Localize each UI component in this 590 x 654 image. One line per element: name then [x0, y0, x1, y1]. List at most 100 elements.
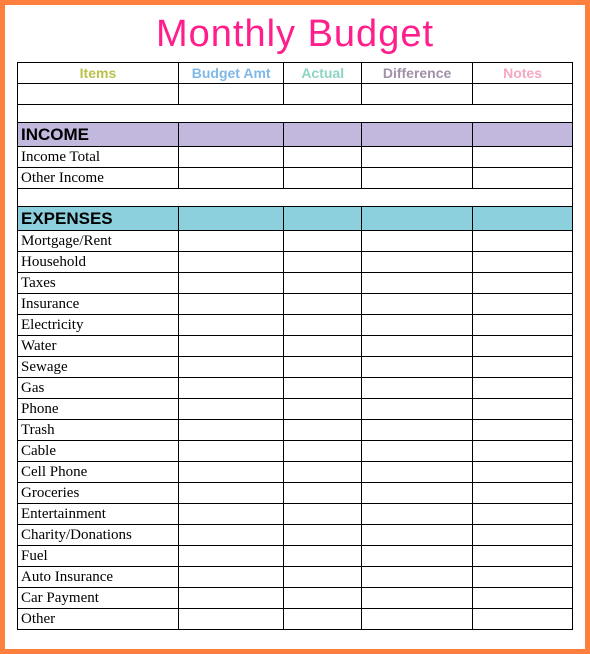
table-row: Auto Insurance — [18, 567, 573, 588]
table-row: Household — [18, 252, 573, 273]
blank-row — [18, 84, 573, 105]
cell — [178, 231, 283, 252]
cell — [284, 525, 362, 546]
table-row: Sewage — [18, 357, 573, 378]
row-label: Entertainment — [18, 504, 179, 525]
cell — [284, 273, 362, 294]
table-row: Fuel — [18, 546, 573, 567]
row-label: Trash — [18, 420, 179, 441]
cell — [473, 441, 573, 462]
cell — [473, 483, 573, 504]
cell — [178, 399, 283, 420]
table-row: Water — [18, 336, 573, 357]
cell — [362, 483, 473, 504]
cell — [473, 273, 573, 294]
row-label: Auto Insurance — [18, 567, 179, 588]
cell — [362, 252, 473, 273]
row-label: Other Income — [18, 168, 179, 189]
cell — [284, 420, 362, 441]
cell — [284, 168, 362, 189]
cell — [473, 588, 573, 609]
table-row: Taxes — [18, 273, 573, 294]
row-label: Cell Phone — [18, 462, 179, 483]
header-budget: Budget Amt — [178, 63, 283, 84]
cell — [362, 294, 473, 315]
spacer-row — [18, 189, 573, 207]
cell — [473, 399, 573, 420]
cell — [178, 147, 283, 168]
cell — [473, 252, 573, 273]
cell — [178, 441, 283, 462]
cell — [473, 420, 573, 441]
table-row: Insurance — [18, 294, 573, 315]
table-row: Cable — [18, 441, 573, 462]
cell — [362, 609, 473, 630]
header-notes: Notes — [473, 63, 573, 84]
cell — [284, 504, 362, 525]
cell — [178, 567, 283, 588]
row-label: Income Total — [18, 147, 179, 168]
cell — [178, 168, 283, 189]
cell — [473, 546, 573, 567]
row-label: Sewage — [18, 357, 179, 378]
cell — [178, 378, 283, 399]
cell — [284, 231, 362, 252]
row-label: Taxes — [18, 273, 179, 294]
cell — [178, 462, 283, 483]
table-row: Cell Phone — [18, 462, 573, 483]
cell — [362, 462, 473, 483]
cell — [284, 483, 362, 504]
cell — [362, 588, 473, 609]
row-label: Groceries — [18, 483, 179, 504]
cell — [178, 294, 283, 315]
cell — [284, 609, 362, 630]
cell — [362, 378, 473, 399]
cell — [178, 273, 283, 294]
row-label: Charity/Donations — [18, 525, 179, 546]
cell — [284, 147, 362, 168]
budget-table: ItemsBudget AmtActualDifferenceNotesINCO… — [17, 62, 573, 630]
cell — [284, 357, 362, 378]
cell — [473, 462, 573, 483]
cell — [362, 420, 473, 441]
cell — [473, 315, 573, 336]
cell — [473, 168, 573, 189]
row-label: Electricity — [18, 315, 179, 336]
table-row: Mortgage/Rent — [18, 231, 573, 252]
cell — [284, 441, 362, 462]
cell — [362, 525, 473, 546]
row-label: Fuel — [18, 546, 179, 567]
cell — [362, 273, 473, 294]
cell — [284, 294, 362, 315]
table-row: Phone — [18, 399, 573, 420]
row-label: Gas — [18, 378, 179, 399]
row-label: Household — [18, 252, 179, 273]
cell — [284, 546, 362, 567]
table-row: Gas — [18, 378, 573, 399]
cell — [362, 441, 473, 462]
table-row: Trash — [18, 420, 573, 441]
table-row: Entertainment — [18, 504, 573, 525]
header-row: ItemsBudget AmtActualDifferenceNotes — [18, 63, 573, 84]
cell — [362, 336, 473, 357]
cell — [284, 378, 362, 399]
cell — [284, 588, 362, 609]
table-row: Other — [18, 609, 573, 630]
cell — [473, 525, 573, 546]
page-title: Monthly Budget — [17, 13, 573, 56]
header-actual: Actual — [284, 63, 362, 84]
section-header-expenses: EXPENSES — [18, 207, 573, 231]
cell — [473, 231, 573, 252]
cell — [473, 147, 573, 168]
cell — [473, 294, 573, 315]
cell — [178, 315, 283, 336]
cell — [178, 504, 283, 525]
cell — [178, 252, 283, 273]
table-row: Other Income — [18, 168, 573, 189]
row-label: Cable — [18, 441, 179, 462]
cell — [473, 504, 573, 525]
table-row: Electricity — [18, 315, 573, 336]
cell — [362, 546, 473, 567]
row-label: Car Payment — [18, 588, 179, 609]
table-row: Income Total — [18, 147, 573, 168]
